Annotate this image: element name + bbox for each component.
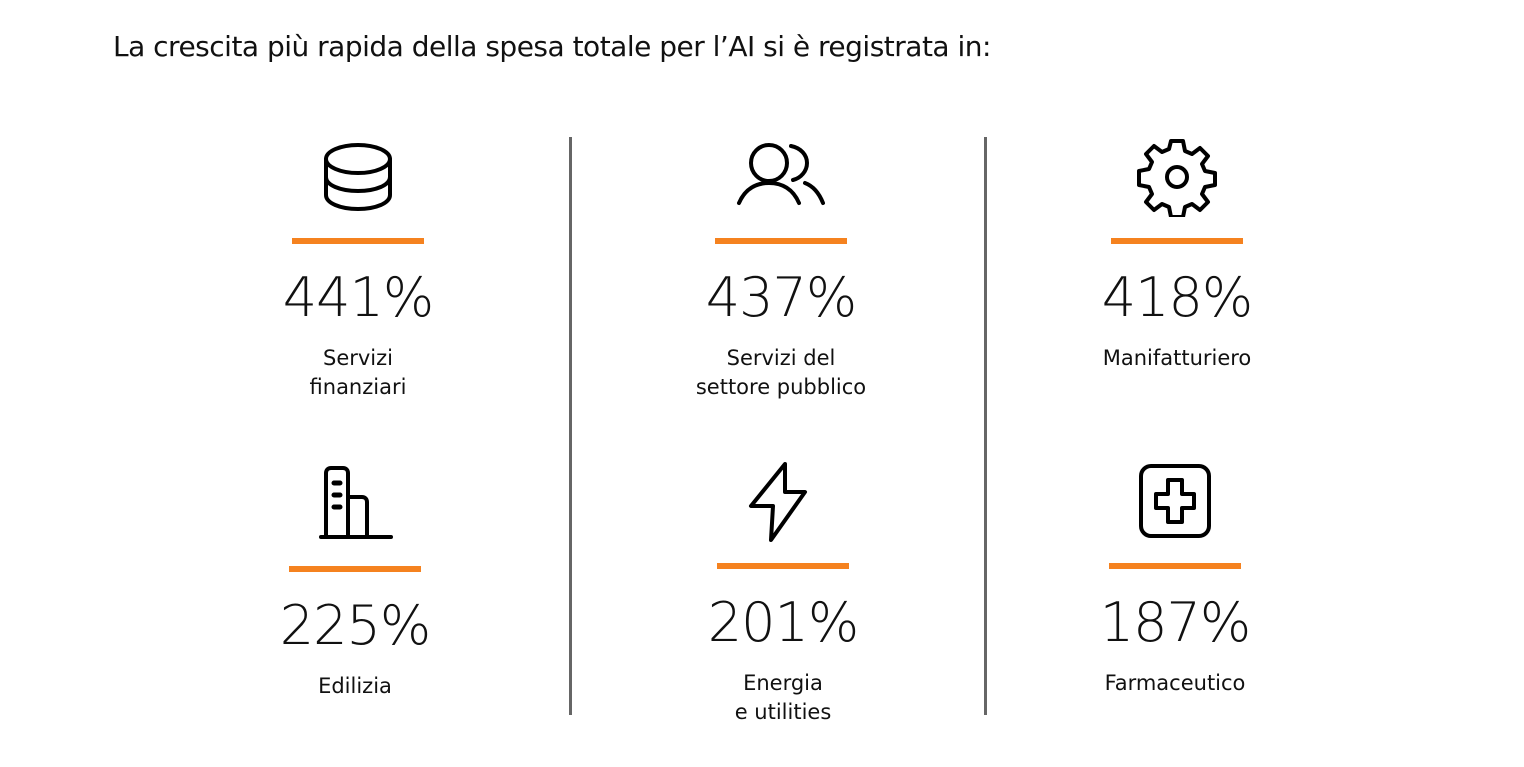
sector-card-public-sector: 437% Servizi del settore pubblico bbox=[631, 137, 931, 402]
accent-bar bbox=[1111, 238, 1243, 244]
sector-card-manufacturing: 418% Manifatturiero bbox=[1027, 137, 1327, 373]
building-icon bbox=[319, 466, 393, 539]
sector-label: Farmaceutico bbox=[1104, 671, 1246, 695]
sector-card-financial-services: 441% Servizi finanziari bbox=[208, 137, 508, 402]
sector-label: Energia e utilities bbox=[734, 671, 832, 724]
sector-card-pharmaceutical: 187% Farmaceutico bbox=[1025, 462, 1325, 698]
growth-value: 418% bbox=[1101, 266, 1253, 329]
database-icon bbox=[324, 143, 392, 211]
column-divider bbox=[569, 137, 572, 715]
growth-value: 225% bbox=[279, 594, 431, 657]
users-icon bbox=[737, 143, 825, 205]
growth-value: 187% bbox=[1099, 591, 1251, 654]
growth-value: 441% bbox=[282, 266, 434, 329]
sector-label: Servizi del settore pubblico bbox=[695, 346, 867, 399]
lightning-icon bbox=[749, 462, 807, 542]
sector-label: Servizi finanziari bbox=[309, 346, 407, 399]
sector-card-energy: 201% Energia e utilities bbox=[633, 462, 933, 727]
column-divider bbox=[984, 137, 987, 715]
growth-value: 201% bbox=[707, 591, 859, 654]
gear-icon bbox=[1137, 139, 1217, 217]
accent-bar bbox=[1109, 563, 1241, 569]
sector-label: Edilizia bbox=[318, 674, 392, 698]
growth-value: 437% bbox=[705, 266, 857, 329]
accent-bar bbox=[715, 238, 847, 244]
sector-card-construction: 225% Edilizia bbox=[205, 465, 505, 701]
medical-cross-icon bbox=[1139, 464, 1211, 538]
accent-bar bbox=[717, 563, 849, 569]
accent-bar bbox=[292, 238, 424, 244]
sector-label: Manifatturiero bbox=[1102, 346, 1252, 370]
page-title: La crescita più rapida della spesa total… bbox=[113, 30, 991, 63]
accent-bar bbox=[289, 566, 421, 572]
